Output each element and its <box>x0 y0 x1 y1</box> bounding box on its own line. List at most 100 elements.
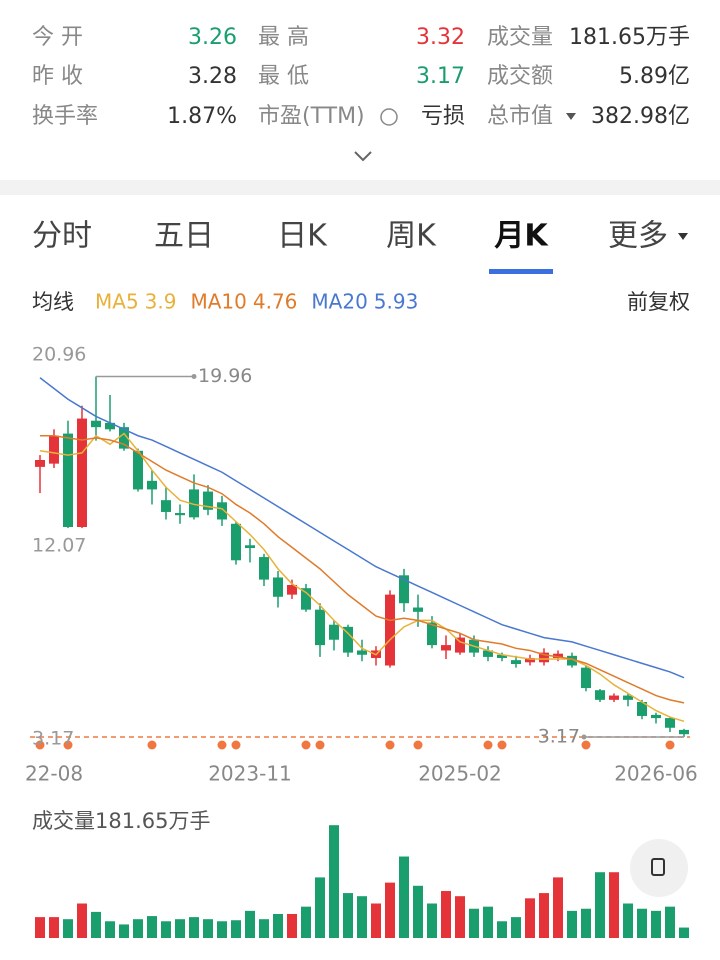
info-icon[interactable] <box>380 108 398 126</box>
volume-bar <box>175 919 185 938</box>
tab[interactable]: 分时 <box>32 219 92 254</box>
candle-body <box>665 718 675 728</box>
stat-value: 3.17 <box>416 64 465 89</box>
stat-value: 181.65万手 <box>569 25 690 50</box>
tab[interactable]: 月K <box>494 219 549 254</box>
expand-chevron[interactable] <box>354 151 372 162</box>
candle-body <box>231 523 241 561</box>
candle-body <box>385 594 395 666</box>
volume-bar <box>63 919 73 938</box>
ma-label: 均线 <box>32 290 74 314</box>
stat-label: 今 开 <box>32 25 83 50</box>
volume-bar <box>315 877 325 938</box>
volume-bar <box>189 917 199 938</box>
volume-bar <box>357 896 367 938</box>
stat-label: 最 低 <box>258 64 309 89</box>
volume-bar <box>231 920 241 938</box>
y-tick-label: 20.96 <box>32 344 86 366</box>
float-button[interactable] <box>630 839 688 897</box>
tab[interactable]: 更多 <box>608 219 668 254</box>
candle-body <box>161 500 171 512</box>
volume-bar <box>147 916 157 938</box>
ma-line <box>40 434 685 704</box>
stat-label: 昨 收 <box>32 64 83 89</box>
ma-value: 4.76 <box>253 290 298 314</box>
volume-bar <box>567 910 577 938</box>
volume-bar <box>539 893 549 938</box>
candle-body <box>77 418 87 527</box>
candle-body <box>273 577 283 597</box>
candle-body <box>259 557 269 580</box>
volume-bar <box>679 927 689 938</box>
volume-bar <box>343 893 353 938</box>
stat-value: 382.98亿 <box>591 104 690 129</box>
candle-body <box>63 433 73 527</box>
event-dot <box>301 740 311 750</box>
volume-bar <box>399 856 409 938</box>
adjust-label[interactable]: 前复权 <box>627 290 690 314</box>
event-dot <box>581 740 591 750</box>
volume-bar <box>665 906 675 938</box>
x-tick-label: 2023-11 <box>208 762 292 786</box>
caret[interactable] <box>566 113 576 120</box>
volume-bar <box>203 919 213 938</box>
x-tick-label: 2025-02 <box>418 762 502 786</box>
candle-body <box>609 695 619 700</box>
stat-label: 最 高 <box>258 25 309 50</box>
candle-body <box>595 690 605 700</box>
max-label: 19.96 <box>198 365 252 387</box>
candle-body <box>315 609 325 646</box>
candle-body <box>175 513 185 516</box>
event-dot <box>497 740 507 750</box>
candle-body <box>679 729 689 735</box>
stat-value: 3.32 <box>416 25 465 50</box>
volume-bar <box>119 924 129 938</box>
tab[interactable]: 日K <box>277 219 328 254</box>
copy-icon[interactable] <box>651 858 665 876</box>
candle-body <box>497 654 507 658</box>
candle-body <box>567 655 577 666</box>
candle-body <box>119 427 129 449</box>
candle-body <box>525 657 535 663</box>
volume-bar <box>49 917 59 938</box>
stat-value: 3.26 <box>188 25 237 50</box>
tab[interactable]: 周K <box>386 219 437 254</box>
event-dot <box>217 740 227 750</box>
volume-bar <box>581 908 591 938</box>
event-dot <box>147 740 157 750</box>
min-label: 3.17 <box>538 726 580 748</box>
volume-bar <box>161 921 171 938</box>
candle-body <box>539 652 549 663</box>
volume-bar <box>259 919 269 938</box>
candle-body <box>189 489 199 518</box>
candle-body <box>343 626 353 653</box>
stat-label: 市盈(TTM) <box>258 104 365 129</box>
volume-bar <box>133 919 143 938</box>
y-tick-label: 3.17 <box>32 728 74 750</box>
ma-value: 3.9 <box>145 290 177 314</box>
candle-body <box>245 545 255 549</box>
candle-body <box>399 575 409 604</box>
volume-bar <box>77 903 87 938</box>
event-dot <box>483 740 493 750</box>
volume-bar <box>273 913 283 938</box>
ma-value: 5.93 <box>374 290 419 314</box>
volume-bar <box>105 921 115 938</box>
volume-bar <box>553 877 563 938</box>
volume-bar <box>91 911 101 938</box>
volume-bar <box>329 825 339 938</box>
candle-body <box>483 650 493 657</box>
volume-bar <box>441 891 451 938</box>
stat-value: 3.28 <box>188 64 237 89</box>
event-dot <box>315 740 325 750</box>
candle-body <box>357 650 367 655</box>
stat-label: 成交额 <box>487 64 553 89</box>
candle-body <box>637 701 647 716</box>
stat-value: 1.87% <box>167 104 237 129</box>
more-caret[interactable] <box>678 233 688 240</box>
candle-body <box>427 622 437 646</box>
volume-bar <box>385 882 395 938</box>
stat-label: 成交量 <box>487 25 553 50</box>
tab[interactable]: 五日 <box>154 219 214 254</box>
